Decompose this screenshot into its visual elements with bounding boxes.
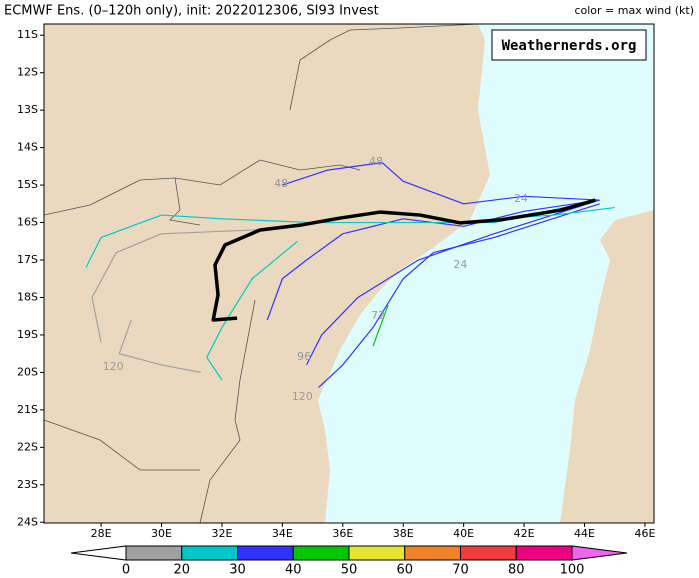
colorbar-segment [125,545,183,561]
x-tick-label: 44E [574,527,595,540]
colorbar-label: 0 [122,563,130,578]
y-tick-label: 21S [17,403,38,416]
hour-label: 96 [297,350,311,363]
mean-track [211,198,596,322]
x-tick-label: 32E [211,527,232,540]
y-tick-label: 14S [17,141,38,154]
ensemble-track [318,203,600,388]
colorbar-label: 30 [229,563,246,578]
y-tick-label: 23S [17,478,38,491]
border [43,159,361,216]
x-tick-label: 40E [453,527,474,540]
colorbar-label: 70 [452,563,469,578]
colorbar-segment [237,545,294,561]
x-tick-label: 46E [634,527,655,540]
ocean [318,24,654,523]
border [199,299,256,524]
y-tick-label: 11S [17,28,38,41]
colorbar-label: 20 [173,563,190,578]
border [289,23,479,111]
plot-frame [43,23,655,524]
ensemble-track [206,240,298,381]
y-tick-label: 12S [17,66,38,79]
x-tick-label: 38E [393,527,414,540]
watermark: Weathernerds.org [502,38,637,54]
title: ECMWF Ens. (0–120h only), init: 20220123… [4,4,379,19]
colorbar-segment [404,545,461,561]
x-tick-label: 28E [91,527,112,540]
colorbar-label: 40 [285,563,302,578]
colorbar-label: 100 [560,563,585,578]
hour-label: 48 [274,177,288,190]
colorbar-over [571,545,628,561]
y-tick-label: 20S [17,365,38,378]
ensemble-track [282,162,600,205]
colorbar-segment [348,545,406,561]
hour-label: 24 [514,192,528,205]
x-tick-label: 42E [514,527,535,540]
colorbar-label: 50 [341,563,358,578]
ensemble-track [118,319,201,373]
colorbar-segment [292,545,350,561]
x-tick-label: 34E [272,527,293,540]
y-tick-label: 22S [17,440,38,453]
border [43,419,200,471]
ensemble-track [306,199,600,366]
hour-label: 120 [103,360,124,373]
hour-label: 24 [453,258,467,271]
y-tick-label: 15S [17,178,38,191]
watermark-box [491,29,647,61]
colorbar-under [70,545,127,561]
y-tick-label: 18S [17,290,38,303]
hour-label: 72 [371,309,385,322]
ensemble-track [266,199,600,321]
y-tick-label: 13S [17,103,38,116]
subtitle: color = max wind (kt) [574,4,694,17]
y-tick-label: 24S [17,515,38,528]
x-tick-label: 36E [332,527,353,540]
y-tick-label: 16S [17,216,38,229]
hour-label: 120 [292,390,313,403]
colorbar-segment [181,545,238,561]
y-tick-label: 19S [17,328,38,341]
colorbar-segment [460,545,517,561]
x-tick-label: 30E [151,527,172,540]
y-tick-label: 17S [17,253,38,266]
hour-label: 48 [369,155,383,168]
colorbar-label: 80 [508,563,525,578]
ensemble-track [372,304,389,347]
colorbar-label: 60 [396,563,413,578]
border [169,177,201,226]
colorbar-segment [515,545,573,561]
